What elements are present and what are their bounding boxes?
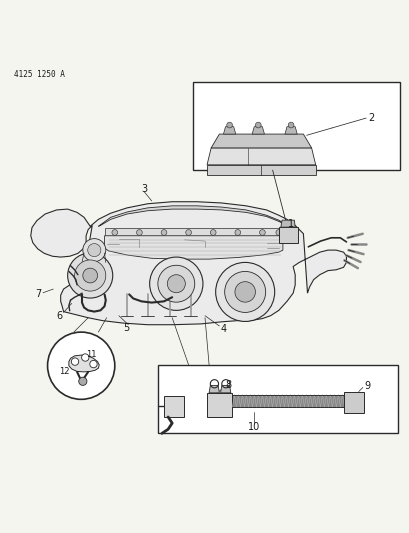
Polygon shape	[207, 148, 315, 165]
Text: 9: 9	[364, 381, 369, 391]
Bar	[192, 82, 399, 170]
Circle shape	[161, 230, 166, 236]
Text: 5: 5	[123, 323, 129, 333]
Circle shape	[136, 230, 142, 236]
Text: 3: 3	[141, 184, 147, 195]
Polygon shape	[209, 385, 219, 393]
Polygon shape	[278, 227, 298, 243]
Polygon shape	[252, 127, 264, 134]
Bar	[157, 365, 397, 433]
Circle shape	[112, 230, 117, 236]
Text: 11: 11	[85, 350, 96, 359]
Circle shape	[224, 271, 265, 312]
Circle shape	[88, 244, 101, 257]
Circle shape	[255, 122, 261, 128]
Text: 1: 1	[288, 219, 293, 229]
Polygon shape	[69, 355, 99, 372]
Polygon shape	[98, 206, 286, 227]
Circle shape	[74, 260, 106, 291]
Circle shape	[157, 265, 194, 302]
Text: 4: 4	[220, 324, 226, 334]
Text: 2: 2	[367, 113, 373, 123]
Polygon shape	[207, 393, 232, 417]
Circle shape	[83, 239, 106, 262]
Circle shape	[234, 230, 240, 236]
Circle shape	[210, 230, 216, 236]
Text: 12: 12	[58, 367, 69, 376]
Polygon shape	[164, 395, 183, 417]
Polygon shape	[104, 236, 282, 259]
Polygon shape	[31, 201, 346, 325]
Circle shape	[226, 122, 232, 128]
Circle shape	[288, 122, 293, 128]
Text: 4125 1250 A: 4125 1250 A	[14, 70, 65, 79]
Polygon shape	[223, 127, 235, 134]
Bar	[232, 395, 344, 407]
Circle shape	[71, 358, 79, 365]
Circle shape	[47, 332, 115, 399]
Text: 10: 10	[247, 422, 260, 432]
Polygon shape	[207, 165, 315, 175]
Circle shape	[81, 354, 89, 361]
Polygon shape	[211, 134, 311, 148]
Circle shape	[149, 257, 202, 310]
Text: 6: 6	[56, 311, 62, 321]
Circle shape	[67, 253, 112, 298]
Circle shape	[215, 262, 274, 321]
Text: 8: 8	[225, 381, 230, 390]
Polygon shape	[220, 385, 230, 393]
Circle shape	[234, 281, 255, 302]
Polygon shape	[280, 220, 294, 227]
Polygon shape	[344, 392, 363, 413]
Circle shape	[185, 230, 191, 236]
Circle shape	[90, 360, 97, 368]
Polygon shape	[104, 228, 282, 236]
Circle shape	[83, 268, 97, 283]
Circle shape	[79, 377, 87, 385]
Polygon shape	[284, 127, 297, 134]
Circle shape	[275, 230, 281, 236]
Text: 7: 7	[35, 288, 41, 298]
Circle shape	[259, 230, 265, 236]
Circle shape	[167, 274, 185, 293]
